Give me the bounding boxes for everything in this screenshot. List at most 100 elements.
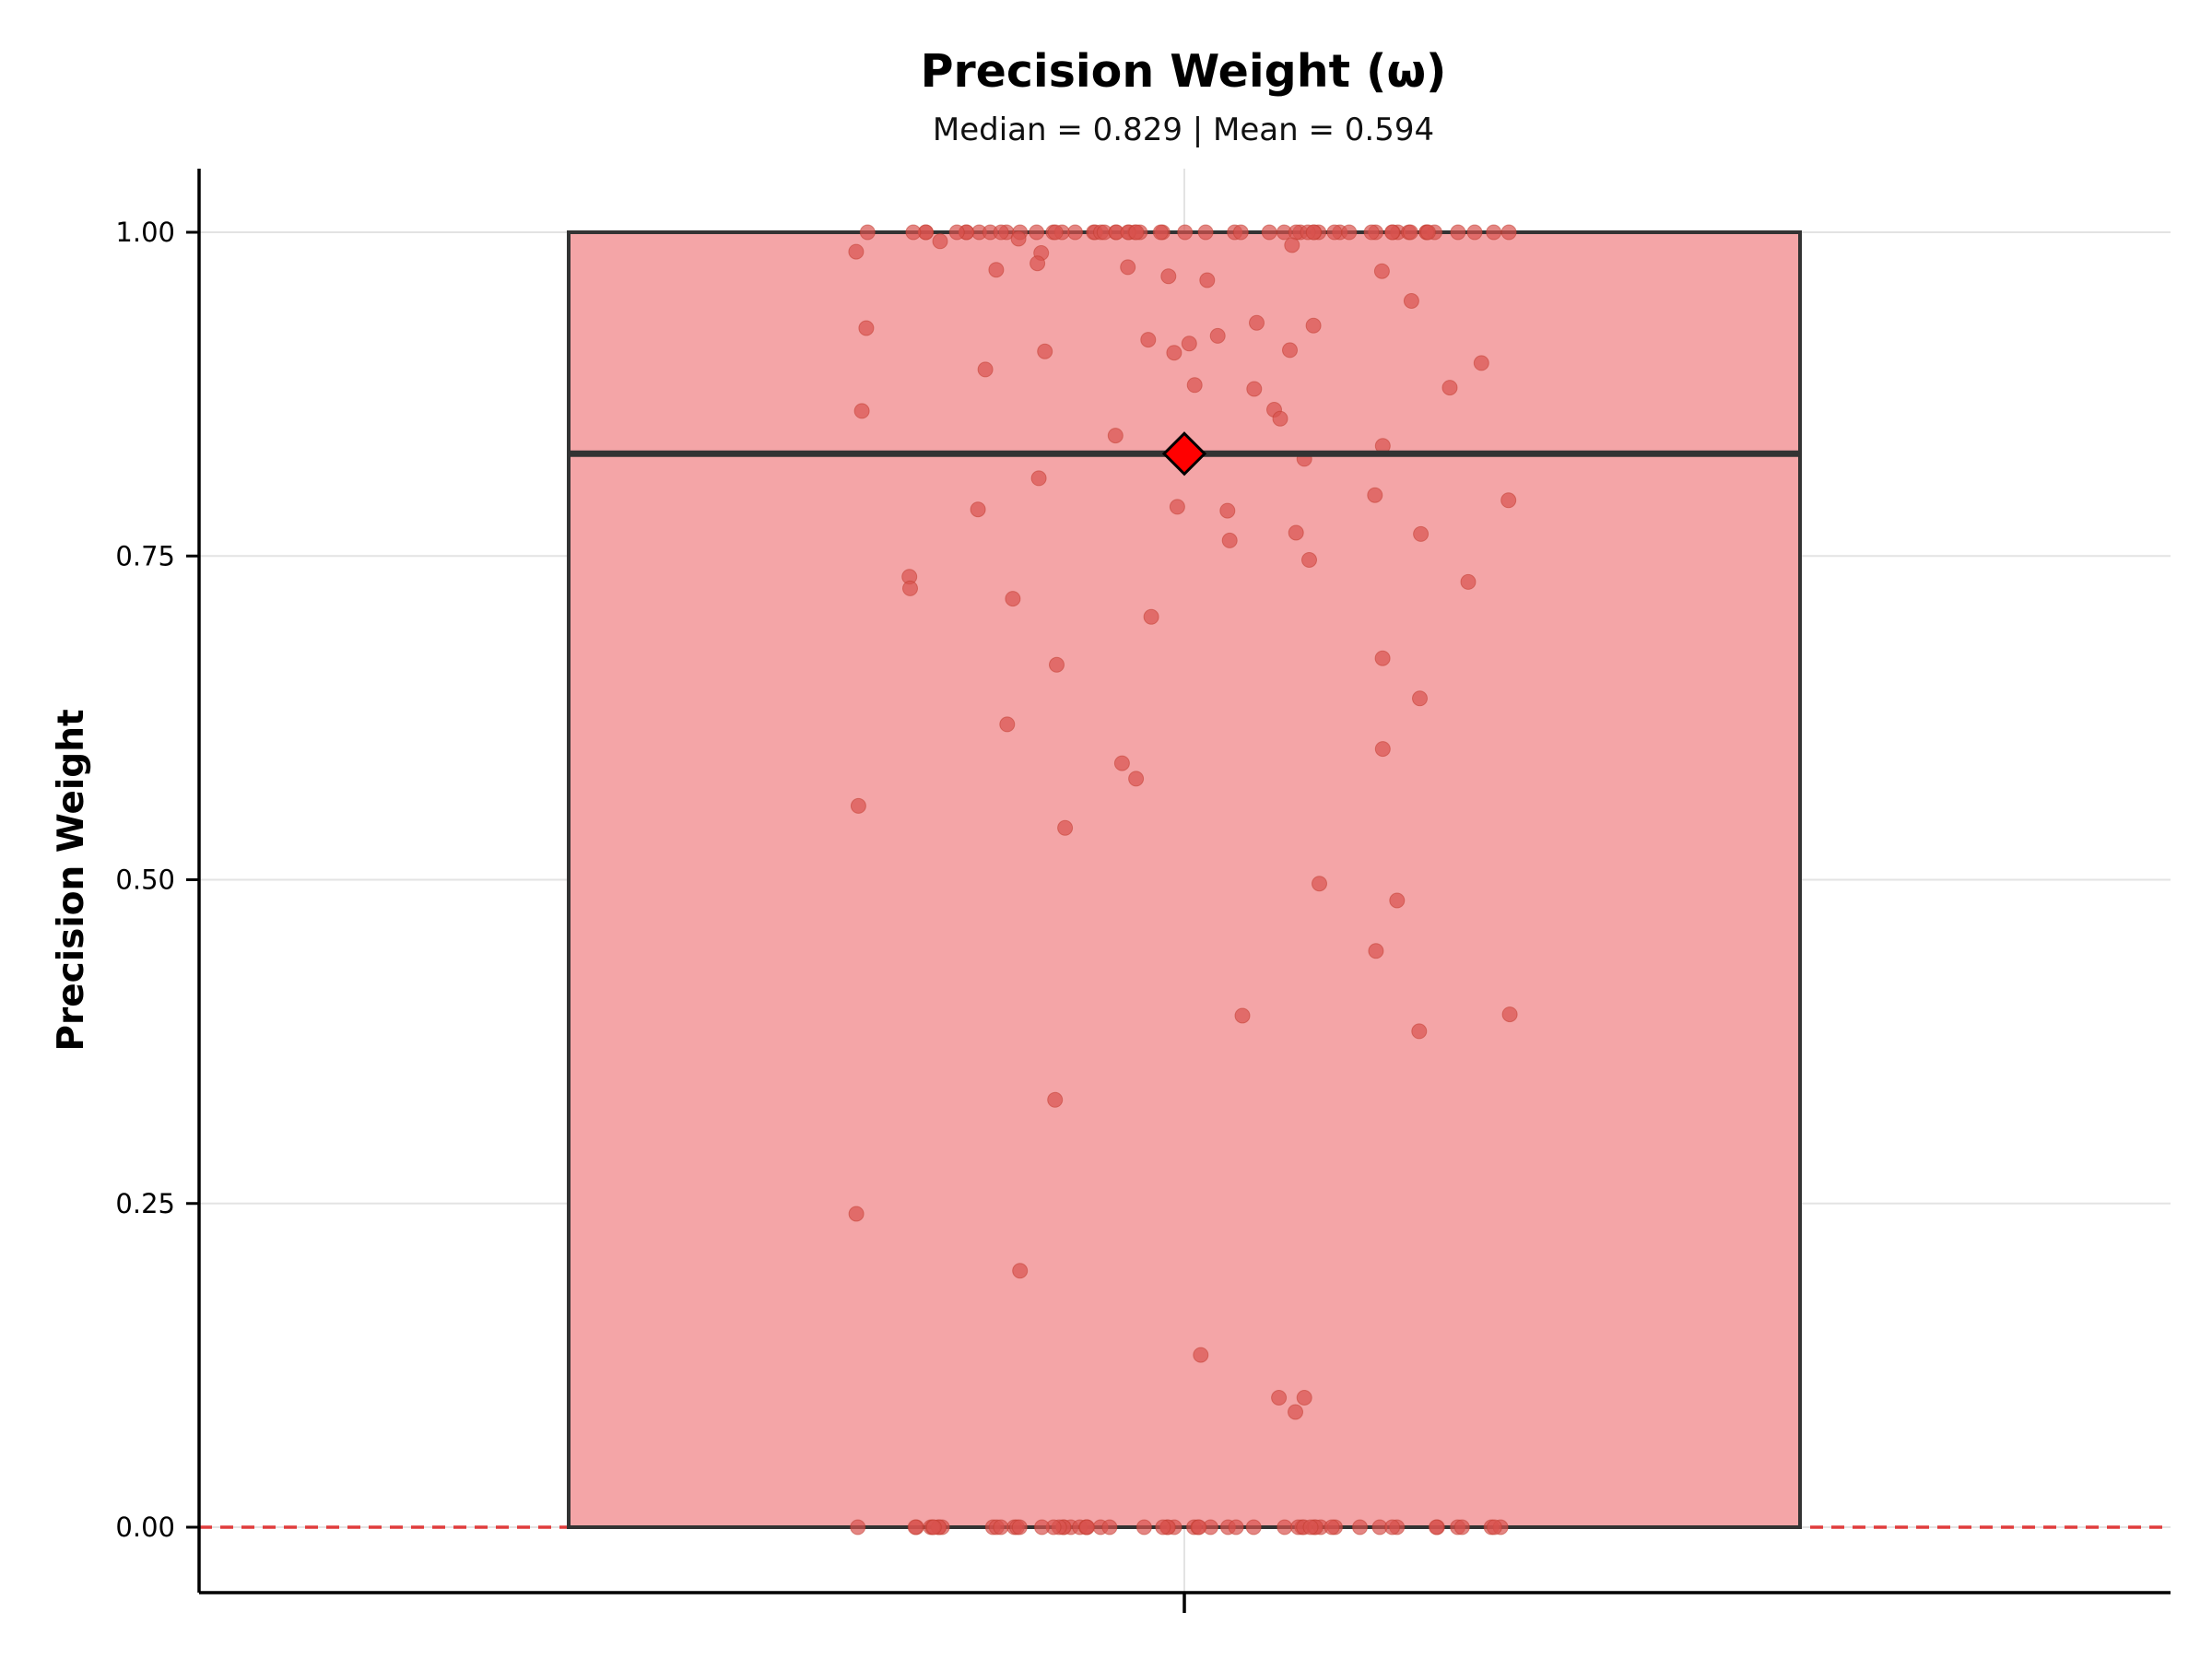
y-tick-label: 0.75: [115, 540, 175, 571]
data-point: [1191, 1519, 1207, 1535]
data-point: [1363, 224, 1380, 241]
data-point: [1209, 327, 1226, 344]
data-point: [1193, 1347, 1209, 1363]
data-point: [1374, 650, 1391, 666]
data-point: [1005, 591, 1021, 607]
data-point: [1413, 525, 1430, 542]
data-point: [1030, 255, 1046, 272]
data-point: [1312, 876, 1327, 892]
data-point: [1047, 224, 1064, 241]
median-group: [569, 431, 1800, 477]
data-point: [1107, 428, 1124, 444]
y-tick-label: 0.25: [115, 1188, 175, 1219]
data-point: [1305, 224, 1322, 241]
data-point: [1049, 656, 1065, 673]
data-point: [1453, 1519, 1470, 1535]
data-point: [1010, 230, 1027, 247]
data-point: [948, 224, 965, 241]
data-point: [988, 262, 1005, 278]
data-point: [1034, 1519, 1050, 1535]
data-point: [1272, 410, 1288, 427]
data-point: [1232, 224, 1249, 241]
data-point: [932, 233, 948, 250]
iqr-box: [567, 230, 1802, 1529]
data-point: [1450, 224, 1466, 241]
y-axis-label: Precision Weight: [51, 709, 92, 1051]
data-point: [1029, 224, 1045, 241]
data-point: [1030, 470, 1047, 487]
data-point: [1152, 224, 1169, 241]
data-point: [1012, 1263, 1029, 1279]
data-point: [1140, 332, 1157, 348]
data-point: [1113, 755, 1130, 771]
data-point: [1101, 1519, 1118, 1535]
data-point: [1120, 259, 1136, 276]
data-point: [1403, 293, 1419, 309]
data-point: [1282, 342, 1298, 359]
data-point: [1234, 1007, 1251, 1024]
data-point: [1429, 1519, 1444, 1535]
data-point: [850, 1519, 866, 1535]
data-point: [999, 716, 1016, 733]
data-point: [1441, 380, 1458, 396]
data-point: [970, 501, 986, 518]
data-point: [1246, 381, 1263, 397]
data-point: [1186, 377, 1203, 394]
data-point: [1143, 608, 1159, 625]
median-marker: [1161, 431, 1207, 477]
data-point: [1067, 224, 1083, 241]
data-point: [1245, 1519, 1262, 1535]
data-point: [1301, 552, 1317, 568]
data-point: [1078, 1519, 1095, 1535]
data-point: [925, 1519, 942, 1535]
data-point: [1296, 1390, 1312, 1406]
data-point: [1221, 532, 1238, 548]
data-point: [1284, 237, 1300, 253]
data-point: [1219, 502, 1236, 519]
data-point: [1302, 1519, 1319, 1535]
data-point: [1460, 573, 1477, 590]
data-point: [1228, 1519, 1244, 1535]
data-point: [1486, 224, 1502, 241]
data-point: [1384, 1519, 1401, 1535]
data-point: [1341, 224, 1358, 241]
data-point: [907, 1519, 924, 1535]
data-point: [1135, 1519, 1152, 1535]
data-point: [848, 243, 865, 260]
box: [567, 230, 1802, 1529]
data-point: [1199, 272, 1216, 288]
y-tick-label: 0.50: [115, 865, 175, 896]
data-point: [1288, 524, 1304, 541]
data-point: [1249, 314, 1265, 331]
data-point: [1352, 1519, 1368, 1535]
data-point: [853, 403, 870, 419]
data-point: [1473, 355, 1489, 371]
data-point: [1384, 224, 1400, 241]
data-point: [1374, 741, 1391, 758]
data-point: [1197, 224, 1214, 241]
data-point: [1271, 1390, 1288, 1406]
data-point: [1160, 268, 1177, 285]
data-point: [1411, 1023, 1428, 1040]
data-point: [1500, 492, 1517, 509]
data-point: [1011, 1519, 1028, 1535]
data-point: [1169, 499, 1185, 515]
chart-subtitle: Median = 0.829 | Mean = 0.594: [933, 112, 1434, 148]
data-point: [902, 580, 918, 596]
data-point: [1128, 224, 1145, 241]
data-point: [1326, 224, 1343, 241]
data-point: [850, 797, 866, 814]
data-point: [858, 320, 875, 336]
data-point: [1047, 1091, 1064, 1108]
y-ticks: 0.00 0.25 0.50 0.75 1.00: [115, 217, 199, 1543]
data-point: [1466, 224, 1483, 241]
data-point: [1324, 1519, 1340, 1535]
data-point: [1261, 224, 1277, 241]
data-point: [1166, 345, 1182, 361]
data-point: [993, 224, 1009, 241]
data-point: [1177, 224, 1194, 241]
data-point: [1037, 343, 1053, 359]
y-tick-label: 1.00: [115, 217, 175, 248]
data-point: [905, 224, 922, 241]
